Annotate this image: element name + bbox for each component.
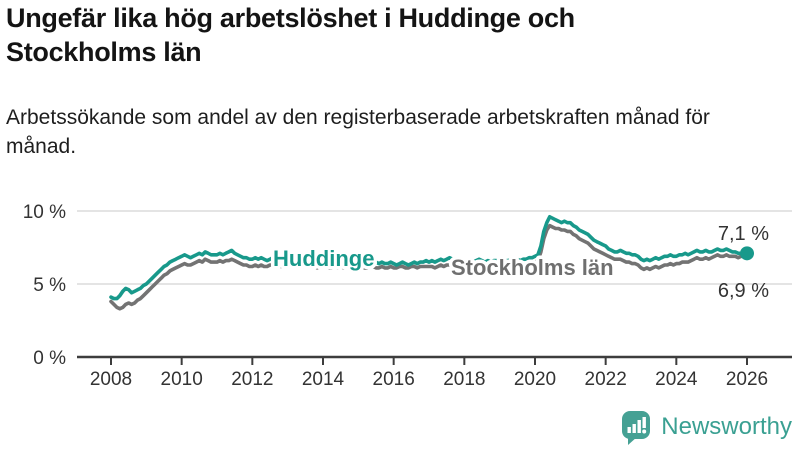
gridlines: 0 % 5 % 10 % — [23, 202, 792, 369]
x-tick-label: 2026 — [726, 369, 768, 390]
y-tick-label: 0 % — [33, 348, 66, 369]
latest-value-dot — [739, 246, 754, 261]
x-tick-label: 2024 — [655, 369, 698, 390]
y-tick-label: 5 % — [33, 275, 66, 296]
endpoint-marker — [739, 246, 754, 261]
chart-subtitle: Arbetssökande som andel av den registerb… — [6, 106, 710, 158]
x-tick-label: 2018 — [443, 369, 485, 390]
series-label-huddinge: Huddinge — [273, 246, 374, 271]
line-stockholms-l-n — [109, 223, 749, 311]
x-tick-label: 2010 — [161, 369, 203, 390]
y-tick-label: 10 % — [23, 202, 66, 223]
series-lines — [109, 215, 749, 311]
x-tick-label: 2020 — [514, 369, 556, 390]
x-tick-label: 2014 — [302, 369, 345, 390]
series-label-stockholms-lan: Stockholms län — [451, 255, 614, 280]
x-tick-label: 2008 — [90, 369, 132, 390]
end-value-label-huddinge: 7,1 % — [718, 223, 769, 245]
end-value-label-stockholms-lan: 6,9 % — [718, 280, 769, 302]
x-tick-label: 2022 — [585, 369, 627, 390]
line-huddinge — [109, 215, 749, 301]
newsworthy-logo-icon — [622, 411, 651, 445]
brand-name: Newsworthy — [661, 413, 792, 440]
x-tick-label: 2016 — [373, 369, 415, 390]
x-tick-label: 2012 — [231, 369, 273, 390]
newsworthy-branding: Newsworthy — [619, 408, 792, 446]
x-axis: 2008 2010 2012 2014 2016 2018 2020 2022 2024 2026 — [77, 355, 792, 390]
page-title: Ungefär lika hög arbetslöshet i Huddinge… — [6, 3, 575, 67]
